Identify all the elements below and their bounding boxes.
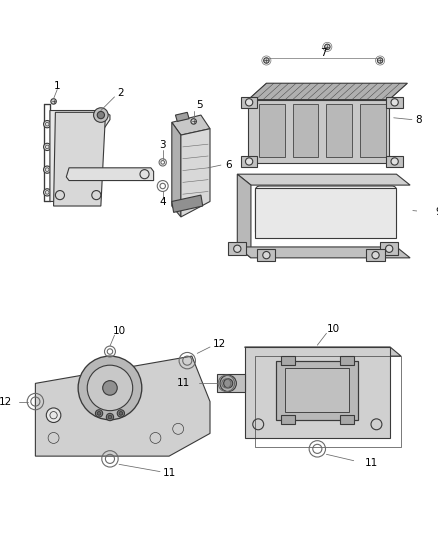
Polygon shape — [181, 128, 210, 217]
Text: 12: 12 — [0, 397, 12, 407]
Polygon shape — [248, 83, 407, 100]
Circle shape — [78, 356, 142, 420]
Bar — [293, 104, 318, 157]
Circle shape — [95, 410, 102, 417]
Circle shape — [43, 166, 51, 173]
Text: 2: 2 — [117, 88, 124, 98]
Bar — [244, 347, 390, 438]
Bar — [367, 249, 385, 262]
Text: 11: 11 — [365, 458, 378, 469]
Circle shape — [224, 379, 233, 388]
Circle shape — [46, 408, 61, 423]
Text: 11: 11 — [177, 378, 190, 389]
Text: 10: 10 — [327, 324, 340, 334]
Circle shape — [385, 245, 393, 253]
Polygon shape — [237, 247, 410, 258]
Polygon shape — [172, 195, 203, 212]
Bar — [286, 368, 349, 413]
Circle shape — [245, 99, 253, 106]
Circle shape — [87, 365, 133, 410]
Circle shape — [97, 111, 105, 119]
Bar — [386, 156, 403, 167]
Circle shape — [391, 99, 398, 106]
Text: 11: 11 — [162, 469, 176, 479]
Text: 12: 12 — [212, 340, 226, 349]
Circle shape — [264, 58, 269, 63]
Circle shape — [106, 414, 113, 421]
Circle shape — [43, 120, 51, 128]
Polygon shape — [172, 123, 181, 217]
Circle shape — [233, 245, 241, 253]
Circle shape — [191, 119, 196, 124]
Text: 6: 6 — [225, 160, 232, 170]
Bar — [241, 156, 257, 167]
Circle shape — [94, 108, 108, 123]
Circle shape — [108, 415, 112, 419]
Circle shape — [117, 410, 124, 417]
Polygon shape — [172, 115, 210, 135]
Polygon shape — [35, 356, 210, 456]
Polygon shape — [217, 374, 244, 392]
Polygon shape — [248, 100, 389, 163]
Bar — [255, 188, 396, 238]
Circle shape — [43, 189, 51, 196]
Bar — [259, 104, 285, 157]
Polygon shape — [176, 112, 189, 122]
Bar — [228, 243, 247, 255]
Circle shape — [391, 158, 398, 165]
Circle shape — [245, 158, 253, 165]
Polygon shape — [66, 168, 154, 181]
Bar — [360, 104, 385, 157]
Circle shape — [325, 44, 330, 50]
Circle shape — [51, 99, 57, 104]
Bar — [281, 356, 295, 365]
Bar — [281, 415, 295, 424]
Bar — [255, 356, 401, 447]
Circle shape — [378, 58, 383, 63]
Text: 5: 5 — [196, 100, 202, 110]
Polygon shape — [237, 174, 251, 258]
Bar — [380, 243, 398, 255]
Bar — [340, 356, 354, 365]
Bar — [386, 97, 403, 108]
FancyBboxPatch shape — [255, 186, 396, 236]
Circle shape — [97, 411, 101, 415]
Bar — [257, 249, 276, 262]
Text: 9: 9 — [435, 207, 438, 217]
Polygon shape — [237, 174, 410, 185]
Text: 7: 7 — [320, 48, 327, 58]
Text: 1: 1 — [54, 81, 60, 91]
Circle shape — [263, 252, 270, 259]
Polygon shape — [50, 110, 110, 201]
Bar — [276, 361, 358, 420]
Circle shape — [220, 375, 237, 392]
Polygon shape — [53, 112, 106, 206]
Text: 8: 8 — [415, 115, 422, 125]
Circle shape — [119, 411, 123, 415]
Circle shape — [43, 143, 51, 150]
Text: 10: 10 — [113, 326, 126, 336]
Text: 4: 4 — [159, 197, 166, 207]
Bar — [326, 104, 352, 157]
Circle shape — [102, 381, 117, 395]
Bar — [340, 415, 354, 424]
Bar — [241, 97, 257, 108]
Circle shape — [372, 252, 379, 259]
Polygon shape — [244, 347, 401, 356]
Text: 3: 3 — [159, 140, 166, 150]
